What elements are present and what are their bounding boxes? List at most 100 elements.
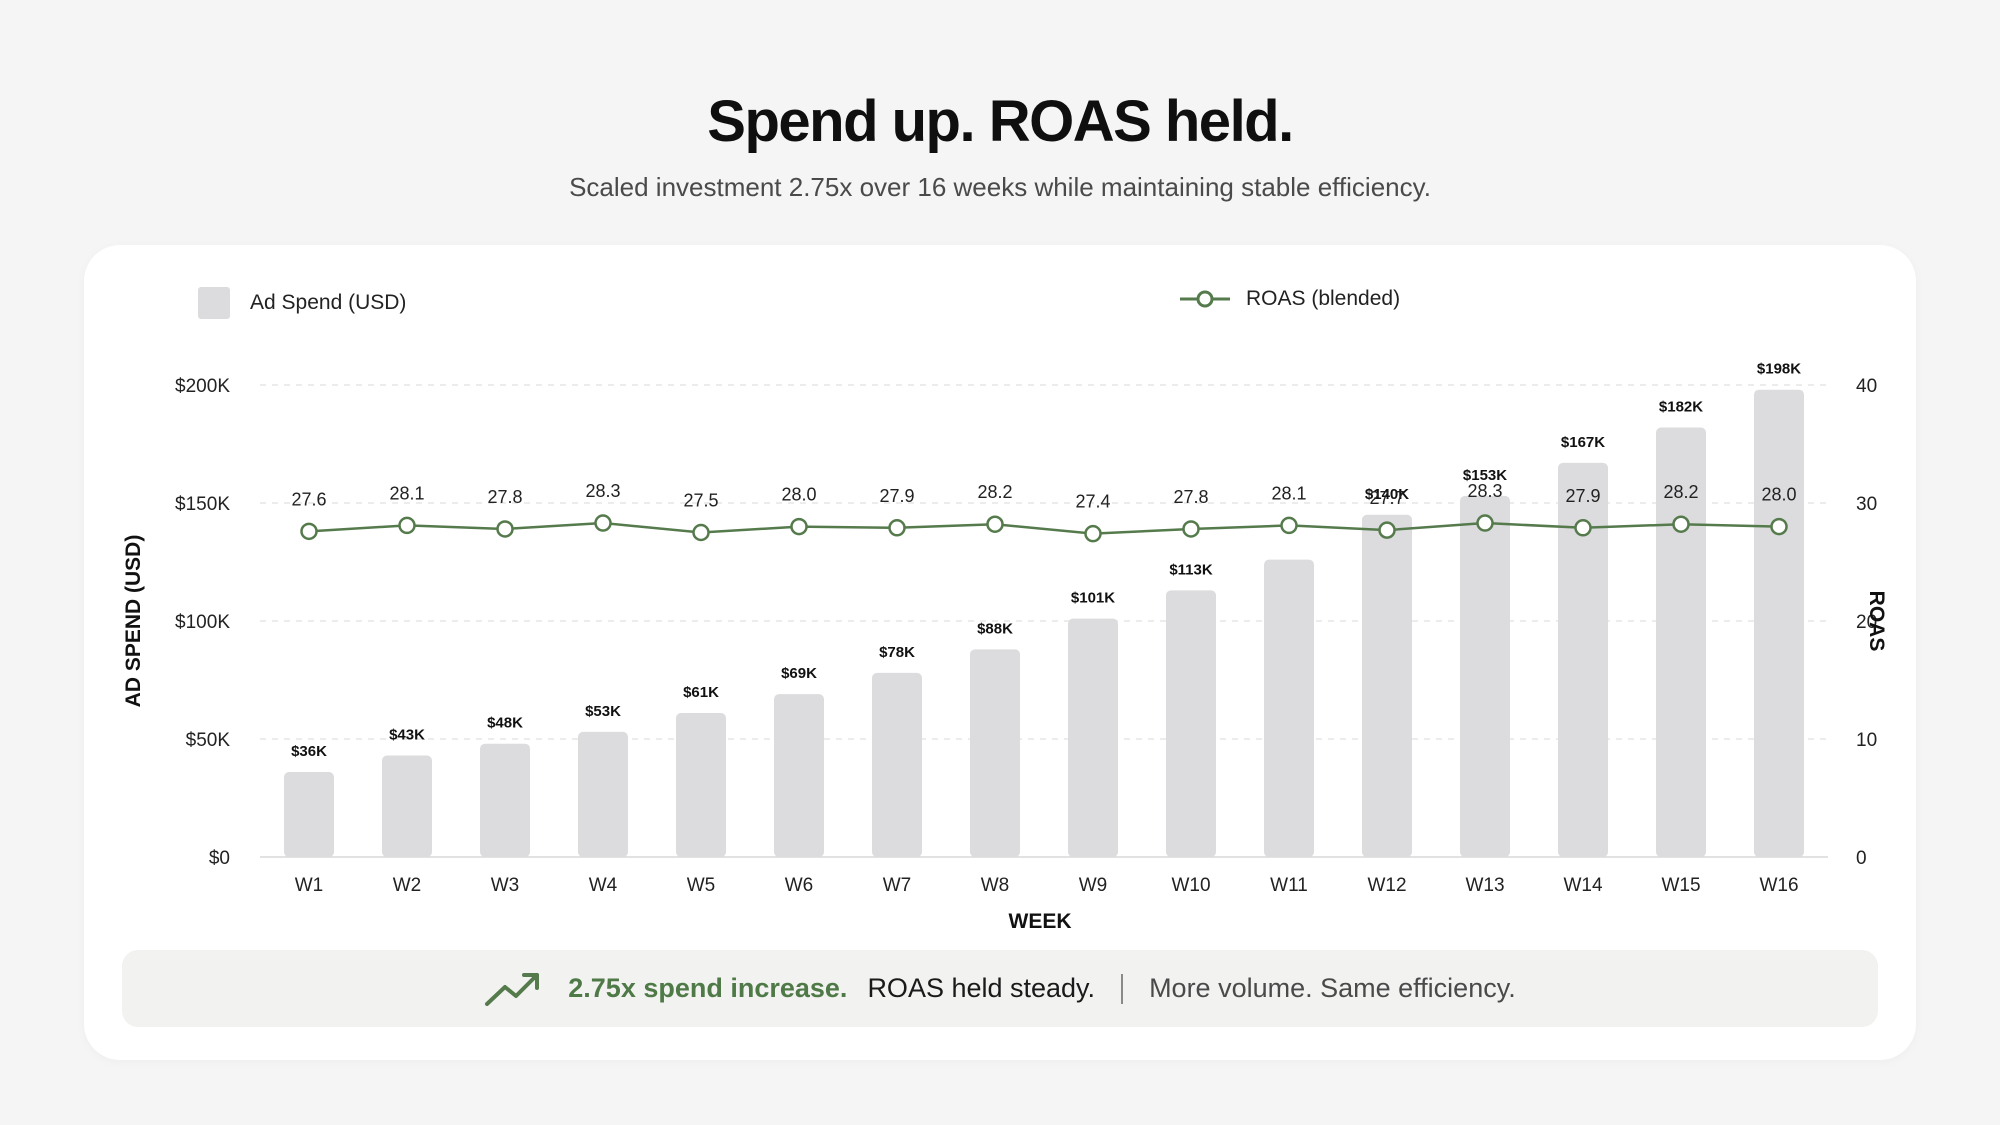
- spend-bar-label: $53K: [585, 703, 621, 720]
- banner-main-text: ROAS held steady.: [867, 973, 1096, 1003]
- roas-point: [594, 514, 612, 532]
- combo-chart: $0 0 $50K 10 $100K 20 $150K 30 $200K 40 $36K W1 $43K…: [122, 361, 1888, 933]
- roas-point: [888, 519, 906, 537]
- roas-point-label: 28.0: [781, 485, 816, 505]
- roas-point: [692, 523, 710, 542]
- page-subtitle: Scaled investment 2.75x over 16 weeks wh…: [569, 172, 1431, 202]
- roas-point-label: 28.2: [977, 482, 1012, 502]
- spend-bar: [1166, 590, 1216, 857]
- spend-bar-label: $43K: [389, 727, 425, 744]
- x-tick-label: W12: [1367, 875, 1406, 896]
- spend-bar: [382, 755, 432, 857]
- spend-bar: [578, 731, 628, 857]
- roas-point: [1672, 515, 1690, 533]
- y-tick-label: $100K: [175, 612, 230, 633]
- spend-bar: [970, 649, 1020, 857]
- x-tick-label: W2: [393, 875, 422, 896]
- spend-bar: [1754, 389, 1804, 857]
- roas-point: [1574, 519, 1592, 537]
- spend-bar-label: $167K: [1561, 434, 1605, 451]
- x-tick-label: W4: [589, 875, 618, 896]
- roas-line: [308, 521, 1780, 535]
- roas-point-label: 28.2: [1663, 482, 1698, 502]
- spend-bar: [1362, 514, 1412, 857]
- roas-point: [1280, 516, 1298, 535]
- spend-bar: [1264, 559, 1314, 857]
- x-tick-label: W13: [1465, 875, 1504, 896]
- roas-point-label: 28.3: [585, 481, 620, 501]
- roas-point-label: 27.4: [1075, 492, 1110, 512]
- spend-bar-label: $182K: [1659, 398, 1703, 415]
- legend-spend: Ad Spend (USD): [198, 287, 406, 319]
- roas-point-label: 27.5: [683, 491, 718, 511]
- spend-bar-label: $153K: [1463, 467, 1507, 484]
- legend-spend-swatch: [198, 287, 230, 319]
- y-axis-title: AD SPEND (USD): [122, 535, 145, 708]
- roas-point: [496, 520, 514, 538]
- trending-up-icon: [485, 972, 540, 1006]
- x-tick-label: W7: [883, 875, 912, 896]
- spend-bar-label: $48K: [487, 715, 523, 732]
- x-tick-label: W6: [785, 875, 814, 896]
- x-tick-label: W9: [1079, 875, 1108, 896]
- y2-tick-label: 0: [1856, 848, 1867, 869]
- y2-tick-label: 20: [1856, 612, 1877, 633]
- spend-bar-label: $198K: [1757, 361, 1801, 378]
- roas-point-label: 27.8: [1173, 487, 1208, 507]
- roas-point-label: 27.7: [1369, 488, 1404, 508]
- spend-bar-label: $36K: [291, 743, 327, 760]
- roas-point-label: 28.1: [1271, 483, 1306, 503]
- roas-point: [1770, 517, 1788, 536]
- roas-point-label: 27.9: [1565, 486, 1600, 506]
- roas-point: [1476, 514, 1494, 532]
- roas-point-label: 27.9: [879, 486, 914, 506]
- roas-point-label: 27.8: [487, 487, 522, 507]
- spend-bar: [1656, 427, 1706, 857]
- roas-point: [986, 515, 1004, 533]
- banner-divider: [1121, 973, 1124, 1004]
- x-axis-title: WEEK: [1009, 910, 1072, 933]
- y-tick-label: $50K: [186, 730, 231, 751]
- roas-point-label: 28.1: [389, 483, 424, 503]
- roas-point: [300, 522, 318, 541]
- x-tick-label: W15: [1661, 875, 1700, 896]
- page-title: Spend up. ROAS held.: [707, 89, 1294, 154]
- summary-banner: 2.75x spend increase. ROAS held steady. …: [122, 950, 1878, 1027]
- spend-bar-label: $88K: [977, 620, 1013, 637]
- y2-tick-label: 40: [1856, 376, 1877, 397]
- spend-bar: [284, 772, 334, 857]
- roas-point: [1182, 520, 1200, 538]
- roas-point: [1378, 521, 1396, 539]
- roas-point: [398, 516, 416, 535]
- roas-point: [790, 517, 808, 536]
- spend-bar: [480, 743, 530, 857]
- spend-bar: [1068, 618, 1118, 857]
- banner-highlight: 2.75x spend increase.: [568, 973, 848, 1003]
- y-tick-label: $150K: [175, 494, 230, 515]
- x-tick-label: W14: [1563, 875, 1603, 896]
- legend-roas-marker-icon: [1180, 290, 1230, 308]
- y-tick-label: $200K: [175, 376, 230, 397]
- legend-spend-label: Ad Spend (USD): [250, 291, 407, 314]
- spend-bar-label: $61K: [683, 684, 719, 701]
- spend-bar: [1460, 495, 1510, 857]
- spend-bar-label: $78K: [879, 644, 915, 661]
- roas-point-label: 28.0: [1761, 485, 1796, 505]
- y2-tick-label: 10: [1856, 730, 1877, 751]
- banner-secondary-text: More volume. Same efficiency.: [1149, 973, 1516, 1003]
- spend-bar: [1558, 462, 1608, 857]
- x-tick-label: W8: [981, 875, 1010, 896]
- x-tick-label: W3: [491, 875, 520, 896]
- x-tick-label: W5: [687, 875, 716, 896]
- y-tick-label: $0: [209, 848, 230, 869]
- legend-roas-label: ROAS (blended): [1246, 287, 1401, 310]
- spend-bar-label: $113K: [1169, 561, 1213, 578]
- spend-bar: [774, 694, 824, 857]
- y2-tick-label: 30: [1856, 494, 1877, 515]
- spend-bar-label: $101K: [1071, 590, 1115, 607]
- chart-card: Ad Spend (USD) ROAS (blended) $0 0 $50K 10 $…: [84, 245, 1916, 1060]
- roas-point-label: 27.6: [291, 489, 326, 509]
- x-tick-label: W1: [295, 875, 324, 896]
- x-tick-label: W10: [1171, 875, 1210, 896]
- roas-point: [1084, 524, 1102, 543]
